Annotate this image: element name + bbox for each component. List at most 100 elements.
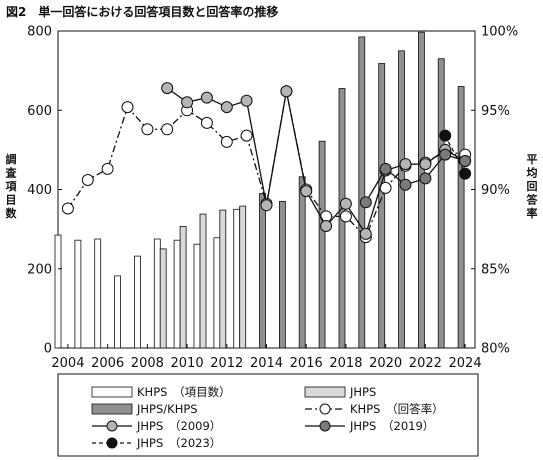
- bar-s2-6: [378, 63, 386, 349]
- point-s3-0: [439, 129, 452, 142]
- y-left-tick-label-1: 200: [27, 262, 52, 277]
- point-s1-10: [359, 227, 372, 240]
- x-tick-label-4: 2012: [210, 356, 243, 371]
- point-s1-7: [300, 185, 313, 198]
- point-s2-2: [399, 178, 412, 191]
- bar-s2-9: [437, 58, 445, 349]
- legend-label-bar-1: JHPS: [349, 385, 376, 399]
- x-tick-label-0: 2004: [51, 356, 84, 371]
- y-right-tick-label-4: 100%: [481, 25, 518, 40]
- point-s0-14: [339, 210, 352, 223]
- axes-layer: 0 200 400 600 800 80% 85% 90% 95% 100% 2004 2006 200…: [6, 25, 539, 372]
- legend-marker-line-2: [319, 420, 331, 432]
- legend-label-bar-0: KHPS （項目数）: [137, 385, 231, 399]
- bar-s2-8: [417, 31, 425, 349]
- bar-s0-3: [114, 275, 121, 349]
- legend-label-line-1: JHPS （2009）: [136, 419, 221, 433]
- x-tick-label-1: 2006: [91, 356, 124, 371]
- point-s2-5: [459, 155, 472, 167]
- bar-s0-6: [173, 239, 181, 349]
- point-s1-5: [260, 199, 273, 212]
- point-s1-2: [200, 91, 213, 104]
- bar-s0-9: [233, 208, 241, 349]
- bar-s0-2: [94, 238, 102, 349]
- bar-s0-0: [54, 234, 62, 349]
- legend-swatch-bar-1: [304, 386, 346, 398]
- point-s2-1: [379, 162, 392, 175]
- x-tick-label-7: 2018: [329, 356, 362, 371]
- point-s1-12: [399, 158, 412, 171]
- point-s0-1: [81, 174, 94, 186]
- x-tick-label-6: 2016: [290, 356, 323, 371]
- legend-label-bar-2: JHPS/KHPS: [136, 402, 198, 416]
- point-s0-7: [200, 116, 213, 129]
- point-s2-4: [439, 148, 452, 161]
- bar-s1-0: [159, 248, 167, 349]
- x-tick-label-10: 2024: [449, 356, 482, 371]
- lines-layer: [61, 82, 472, 244]
- x-tick-label-5: 2014: [250, 356, 283, 371]
- legend-swatch-bar-2: [91, 403, 133, 415]
- bar-s2-5: [358, 36, 366, 349]
- bar-s1-4: [239, 205, 247, 349]
- point-s0-2: [101, 162, 114, 175]
- bar-s2-0: [259, 193, 266, 349]
- bar-s2-10: [457, 86, 465, 349]
- point-s1-0: [161, 82, 174, 95]
- legend-swatch-bar-0: [91, 386, 133, 398]
- point-s0-8: [220, 135, 233, 148]
- point-s1-4: [240, 94, 253, 107]
- bar-s0-4: [133, 255, 141, 349]
- point-s0-9: [240, 129, 253, 142]
- point-s0-5: [161, 123, 174, 136]
- legend-frame: [57, 373, 479, 457]
- bar-s0-5: [153, 238, 161, 349]
- y-left-tick-label-2: 400: [27, 183, 52, 198]
- legend: KHPS （項目数） JHPS JHPS/KHPS KHPS （回答率） JHPS （2…: [57, 373, 479, 457]
- bar-s2-3: [318, 140, 326, 349]
- line-s0: [67, 91, 466, 239]
- point-s2-0: [359, 196, 372, 209]
- bar-s0-8: [213, 237, 221, 349]
- point-s0-0: [61, 202, 74, 215]
- point-s1-8: [320, 220, 333, 232]
- point-s1-9: [339, 197, 352, 210]
- point-s3-1: [459, 167, 472, 180]
- point-s1-3: [220, 101, 233, 114]
- y-right-tick-label-1: 85%: [481, 262, 510, 277]
- y-right-tick-label-2: 90%: [481, 183, 510, 198]
- point-s0-4: [141, 123, 154, 136]
- line-s3: [444, 135, 466, 174]
- legend-marker-line-1: [106, 420, 118, 432]
- y-left-axis-title: 調査項目数: [6, 152, 18, 220]
- line-s1: [166, 87, 466, 236]
- point-s1-6: [280, 85, 293, 98]
- x-tick-label-3: 2010: [171, 356, 204, 371]
- chart-title: 図2 単一回答における回答項目数と回答率の推移: [6, 5, 279, 19]
- y-left-tick-label-3: 600: [27, 104, 52, 119]
- bar-s1-1: [179, 225, 187, 349]
- legend-label-line-2: JHPS （2019）: [349, 419, 434, 433]
- bar-s1-3: [219, 209, 227, 349]
- bar-s2-1: [278, 200, 286, 349]
- x-tick-label-8: 2020: [369, 356, 402, 371]
- bar-s0-7: [193, 243, 201, 349]
- x-tick-label-2: 2008: [131, 356, 164, 371]
- bar-s0-1: [74, 239, 82, 349]
- y-right-tick-label-3: 95%: [481, 104, 510, 119]
- y-right-tick-label-0: 80%: [481, 342, 510, 357]
- y-left-tick-label-4: 800: [27, 25, 52, 40]
- legend-marker-line-0: [319, 403, 331, 415]
- legend-marker-line-3: [106, 437, 118, 449]
- point-s1-1: [181, 96, 194, 109]
- point-s2-3: [419, 172, 432, 185]
- x-tick-label-9: 2022: [409, 356, 442, 371]
- point-s0-3: [121, 101, 134, 114]
- y-left-tick-label-0: 0: [44, 342, 52, 357]
- bar-s1-2: [199, 213, 207, 349]
- point-s1-13: [419, 158, 432, 171]
- bars-layer: [54, 31, 465, 349]
- y-right-axis-title: 平均回答率: [527, 153, 539, 220]
